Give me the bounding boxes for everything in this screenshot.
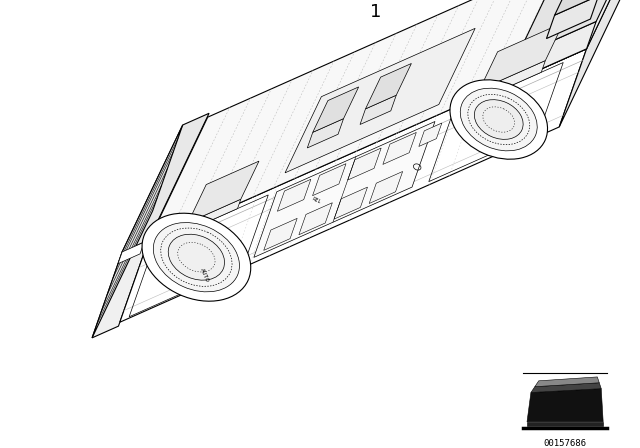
Ellipse shape (142, 213, 251, 301)
Polygon shape (547, 0, 598, 39)
Polygon shape (254, 121, 435, 258)
Polygon shape (334, 187, 367, 219)
Polygon shape (531, 383, 601, 392)
Polygon shape (508, 0, 620, 84)
Polygon shape (285, 28, 475, 173)
Polygon shape (118, 242, 144, 263)
Ellipse shape (460, 88, 537, 151)
Polygon shape (147, 0, 640, 244)
Polygon shape (307, 119, 344, 148)
Polygon shape (479, 22, 564, 90)
Polygon shape (517, 0, 630, 56)
Polygon shape (299, 202, 332, 235)
Ellipse shape (474, 99, 523, 139)
Polygon shape (365, 64, 412, 109)
Polygon shape (348, 148, 381, 180)
Polygon shape (508, 22, 596, 84)
Text: 1: 1 (371, 3, 382, 21)
Polygon shape (419, 123, 442, 146)
Polygon shape (277, 179, 311, 211)
Polygon shape (122, 113, 209, 252)
Polygon shape (120, 49, 587, 322)
Polygon shape (476, 60, 545, 102)
Text: REL: REL (311, 196, 322, 205)
Polygon shape (535, 377, 599, 387)
Polygon shape (264, 218, 297, 250)
Polygon shape (555, 0, 620, 15)
Polygon shape (92, 240, 148, 338)
Ellipse shape (450, 80, 548, 159)
Polygon shape (527, 422, 603, 426)
Polygon shape (313, 87, 358, 132)
Ellipse shape (168, 234, 225, 280)
Polygon shape (185, 199, 241, 232)
Polygon shape (369, 172, 403, 203)
Ellipse shape (154, 223, 239, 292)
Polygon shape (92, 125, 182, 338)
Text: 00157686: 00157686 (543, 439, 587, 448)
Polygon shape (383, 133, 416, 164)
Polygon shape (527, 388, 603, 422)
Polygon shape (188, 161, 259, 223)
Polygon shape (360, 95, 396, 125)
Polygon shape (559, 0, 640, 127)
Text: AUTO: AUTO (199, 267, 209, 283)
Polygon shape (312, 164, 346, 196)
